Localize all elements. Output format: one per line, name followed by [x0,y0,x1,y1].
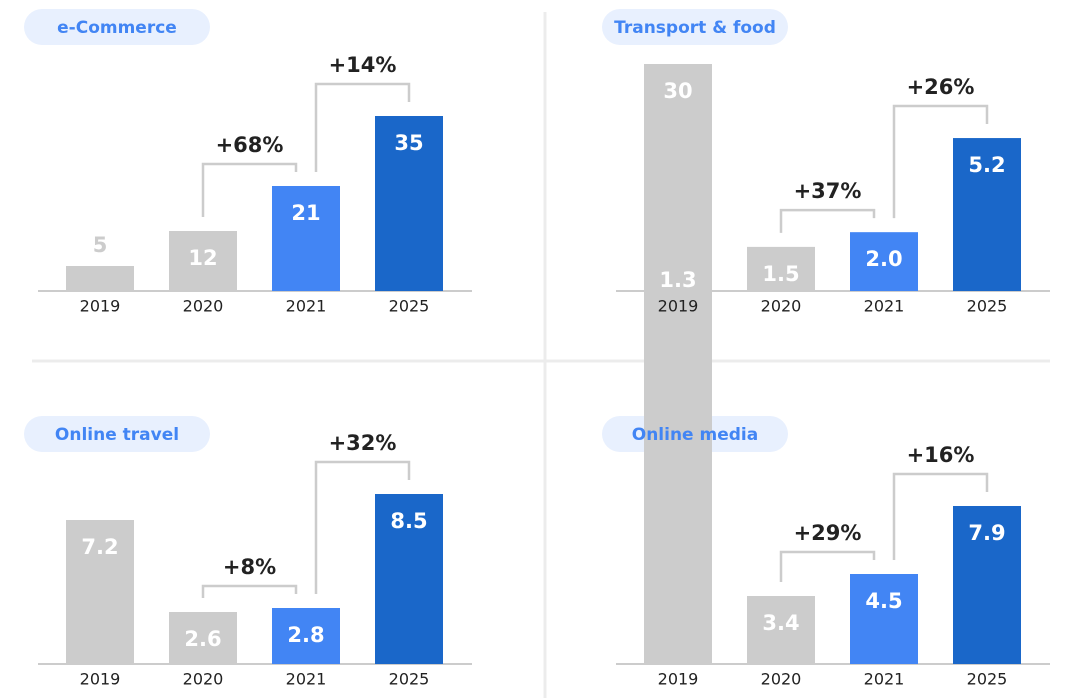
value-label: 4.5 [865,589,902,613]
value-label: 35 [394,131,423,155]
x-tick-label: 2019 [80,670,121,689]
value-label: 8.5 [390,509,427,533]
chart-title: Online media [632,425,758,445]
bracket [314,460,411,594]
growth-label: +32% [329,431,397,455]
bar [953,506,1021,664]
bar [850,574,918,664]
value-label: 1.3 [659,268,696,292]
value-label: 12 [188,246,217,270]
x-tick-label: 2021 [864,297,905,316]
bar [850,232,918,291]
bar [747,596,815,664]
bars-layer [24,9,1050,665]
bar [644,64,712,664]
value-label: 1.5 [762,262,799,286]
value-label: 21 [291,201,320,225]
value-label: 30 [663,79,692,103]
bar [953,138,1021,291]
value-label: 3.4 [762,611,799,635]
bar [747,246,815,291]
value-label: 7.9 [968,521,1005,545]
bar [272,608,340,664]
bar [169,231,237,291]
bracket [314,82,411,172]
chart-title: Online travel [55,425,179,445]
bracket [201,584,298,598]
x-tick-label: 2020 [183,670,224,689]
x-tick-label: 2025 [967,297,1008,316]
x-tick-label: 2025 [389,670,430,689]
bar [169,612,237,664]
bracket [892,472,989,560]
labels-layer: e-Commerce 5 2019 12 2020 21 2021 35 2025 +68% +14… [55,18,1007,689]
growth-label: +68% [216,133,284,157]
chart-title: Transport & food [614,18,776,38]
bar [66,520,134,664]
bracket [779,208,876,233]
x-tick-label: 2025 [389,297,430,316]
growth-label: +37% [794,179,862,203]
bar [375,494,443,664]
growth-label: +26% [907,75,975,99]
bar [375,116,443,291]
value-label: 2.8 [287,623,324,647]
bracket [201,162,298,217]
bar [66,266,134,291]
bracket [892,104,989,219]
x-tick-label: 2019 [80,297,121,316]
bar [272,186,340,291]
growth-label: +14% [329,53,397,77]
x-tick-label: 2020 [183,297,224,316]
title-pill [24,416,210,452]
value-label: 2.0 [865,247,902,271]
x-tick-label: 2021 [286,670,327,689]
growth-label: +8% [223,555,276,579]
x-tick-label: 2019 [658,670,699,689]
growth-label: +16% [907,443,975,467]
bracket [779,550,876,582]
x-tick-label: 2021 [286,297,327,316]
value-label: 2.6 [184,627,221,651]
x-tick-label: 2020 [761,670,802,689]
value-label: 7.2 [81,535,118,559]
x-tick-label: 2020 [761,297,802,316]
chart-title: e-Commerce [57,18,177,38]
value-label: 5 [93,233,108,257]
x-tick-label: 2021 [864,670,905,689]
x-tick-label: 2025 [967,670,1008,689]
value-label: 5.2 [968,153,1005,177]
title-pill [24,9,210,45]
title-pill [602,9,788,45]
growth-label: +29% [794,521,862,545]
x-tick-label: 2019 [658,297,699,316]
